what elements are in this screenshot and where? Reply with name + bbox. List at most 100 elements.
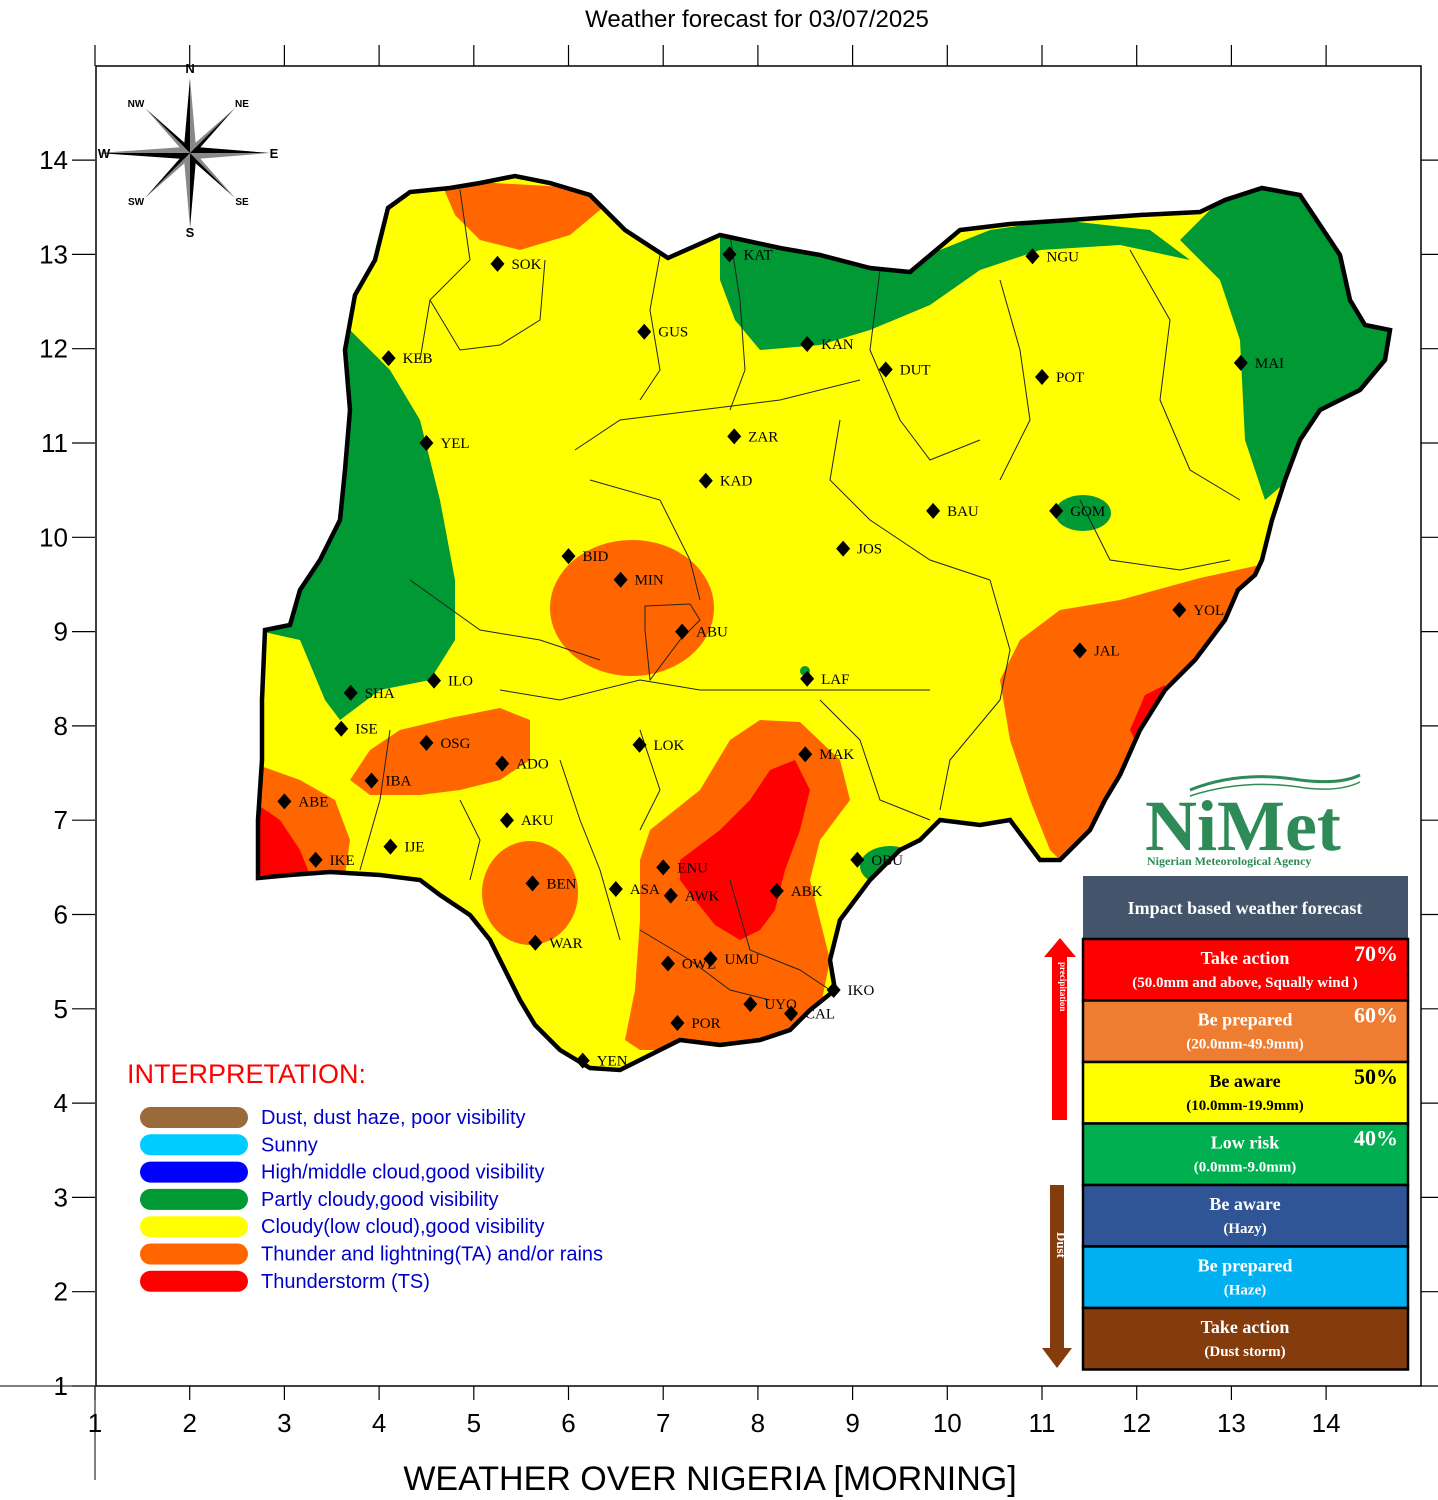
impact-row-range: (Dust storm) (1204, 1344, 1285, 1360)
city-label-abe: ABE (298, 794, 328, 810)
impact-row-range: (20.0mm-49.9mm) (1186, 1037, 1303, 1053)
impact-row (1081, 1245, 1410, 1310)
city-label-laf: LAF (821, 672, 849, 688)
legend-label: Sunny (261, 1134, 318, 1156)
legend-label: Cloudy(low cloud),good visibility (261, 1216, 544, 1238)
city-marker (419, 734, 434, 751)
city-marker (926, 502, 941, 519)
y-tick-label: 6 (54, 900, 68, 930)
city-marker (800, 670, 815, 687)
city-marker (1025, 248, 1040, 265)
city-label-lok: LOK (654, 738, 685, 754)
impact-panel-header: Impact based weather forecast (1128, 898, 1363, 918)
impact-row-title: Be prepared (1198, 1256, 1293, 1276)
city-label-kan: KAN (821, 337, 854, 353)
x-tick-label: 9 (845, 1408, 859, 1438)
city-marker (743, 996, 758, 1013)
city-marker (878, 361, 893, 378)
city-label-bau: BAU (947, 504, 979, 520)
y-tick-label: 5 (54, 994, 68, 1024)
x-tick-label: 4 (372, 1408, 386, 1438)
dust-arrow-label: Dust (1054, 1232, 1069, 1259)
compass-nw: NW (128, 99, 145, 110)
legend-swatch (140, 1188, 248, 1210)
zone-thunder-central (550, 540, 714, 676)
city-label-iko: IKO (848, 983, 875, 999)
zone-partly-cloudy-gombe (1055, 495, 1111, 531)
dust-arrow-icon: Dust (1042, 1185, 1072, 1368)
x-tick-label: 5 (467, 1408, 481, 1438)
map-title: Weather forecast for 03/07/2025 (585, 6, 929, 33)
city-marker (660, 955, 675, 972)
y-tick-label: 8 (54, 711, 68, 741)
compass-se: SE (235, 197, 249, 208)
precip-arrow-label: precipitation (1058, 962, 1068, 1011)
city-label-abk: ABK (791, 884, 823, 900)
x-tick-label: 6 (561, 1408, 575, 1438)
city-marker (1049, 502, 1064, 519)
compass-sw: SW (128, 197, 145, 208)
impact-row-title: Take action (1201, 948, 1290, 968)
impact-row-title: Take action (1201, 1317, 1290, 1337)
city-marker (703, 950, 718, 967)
city-marker (1172, 601, 1187, 618)
interpretation-heading: INTERPRETATION: (127, 1059, 366, 1089)
city-marker (1035, 368, 1049, 385)
compass-w: W (98, 146, 111, 161)
x-tick-label: 2 (182, 1408, 196, 1438)
legend-swatch (140, 1216, 248, 1238)
city-marker (850, 851, 865, 868)
city-marker (499, 812, 514, 829)
city-marker (826, 981, 841, 998)
impact-row (1081, 1060, 1410, 1125)
impact-row-title: Low risk (1211, 1133, 1280, 1153)
impact-row (1081, 999, 1410, 1064)
city-label-asa: ASA (630, 882, 660, 898)
city-label-bid: BID (583, 549, 609, 565)
y-tick-label: 12 (39, 334, 68, 364)
legend-swatch (140, 1270, 248, 1292)
city-label-zar: ZAR (748, 429, 778, 445)
impact-row-title: Be aware (1209, 1194, 1280, 1214)
x-tick-label: 10 (933, 1408, 962, 1438)
city-marker (722, 246, 737, 263)
legend-swatch (140, 1107, 248, 1128)
compass-rose-icon: N S W E NW NE SW SE (98, 61, 279, 240)
impact-row-range: (Haze) (1224, 1283, 1266, 1299)
legend-label: Dust, dust haze, poor visibility (261, 1107, 526, 1129)
city-label-enu: ENU (677, 860, 708, 876)
city-label-awk: AWK (685, 889, 720, 905)
y-tick-label: 11 (41, 428, 68, 458)
impact-row (1081, 1306, 1410, 1371)
city-label-ise: ISE (355, 722, 378, 738)
city-marker (784, 1005, 799, 1022)
city-label-osg: OSG (440, 736, 470, 752)
city-marker (675, 623, 690, 640)
impact-row-percent: 50% (1354, 1064, 1398, 1089)
city-marker (364, 772, 379, 789)
city-markers: SOK KAT NGU GUS KAN KEB DUT POT MAI YEL ZAR KAD BAU G… (277, 246, 1284, 1070)
impact-row-title: Be aware (1209, 1071, 1280, 1091)
city-label-ado: ADO (516, 757, 549, 773)
city-marker (656, 859, 671, 876)
city-marker (800, 335, 815, 352)
zone-thunderstorm-lagos (258, 805, 310, 875)
city-label-gus: GUS (658, 325, 688, 341)
city-label-kad: KAD (720, 474, 753, 490)
y-tick-label: 3 (54, 1182, 68, 1212)
impact-row-percent: 40% (1354, 1126, 1398, 1151)
impact-row-title: Be prepared (1198, 1010, 1293, 1030)
logo-brand: NiMet (1145, 786, 1341, 866)
legend-label: Partly cloudy,good visibility (261, 1189, 499, 1211)
impact-row-percent: 60% (1354, 1003, 1398, 1028)
impact-row-range: (10.0mm-19.9mm) (1186, 1098, 1303, 1114)
city-label-ije: IJE (404, 840, 424, 856)
impact-row-percent: 70% (1354, 941, 1398, 966)
legend-label: High/middle cloud,good visibility (261, 1162, 544, 1184)
y-tick-label: 10 (39, 522, 68, 552)
bottom-caption: WEATHER OVER NIGERIA [MORNING] (403, 1460, 1016, 1498)
city-marker (343, 684, 358, 701)
city-label-dut: DUT (900, 362, 931, 378)
